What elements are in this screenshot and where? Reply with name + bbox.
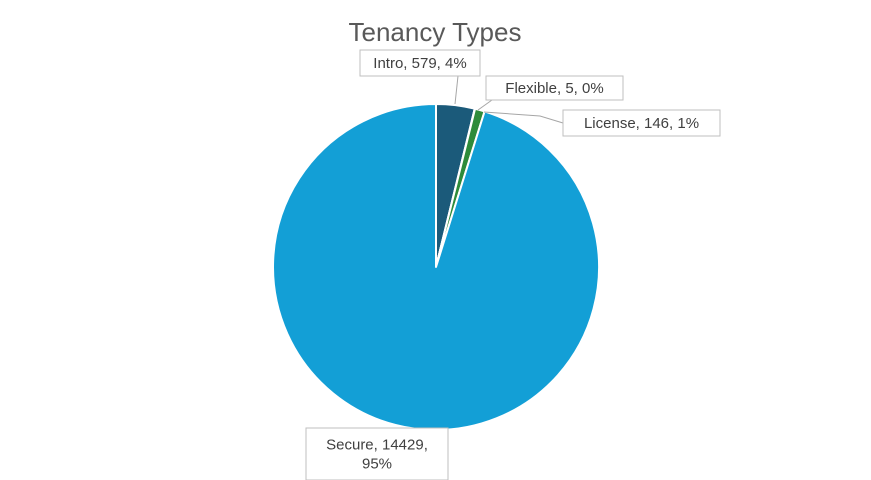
data-label-box (359, 49, 481, 77)
leader-line-intro (454, 75, 459, 105)
data-label-box (562, 109, 721, 137)
data-label-text: 95% (362, 456, 392, 473)
chart-title: Tenancy Types (349, 17, 522, 47)
data-label-secure: Secure, 14429, 95% (305, 427, 449, 480)
data-label-text: Intro, 579, 4% (373, 55, 466, 72)
data-label-text: Secure, 14429, (326, 437, 428, 454)
data-label-license: License, 146, 1% (562, 109, 721, 137)
pie-slices (272, 103, 600, 431)
data-label-intro: Intro, 579, 4% (359, 49, 481, 77)
leader-line-license (483, 111, 564, 124)
data-label-box (305, 427, 449, 480)
leader-line-flexible (477, 99, 493, 111)
data-label-text: License, 146, 1% (584, 115, 699, 132)
data-labels: Intro, 579, 4% Flexible, 5, 0% License, 14… (305, 49, 721, 480)
pie-slice-secure (272, 103, 600, 431)
data-label-text: Flexible, 5, 0% (505, 80, 603, 97)
leader-lines (454, 75, 564, 124)
data-label-flexible: Flexible, 5, 0% (485, 75, 624, 101)
data-label-box (485, 75, 624, 101)
